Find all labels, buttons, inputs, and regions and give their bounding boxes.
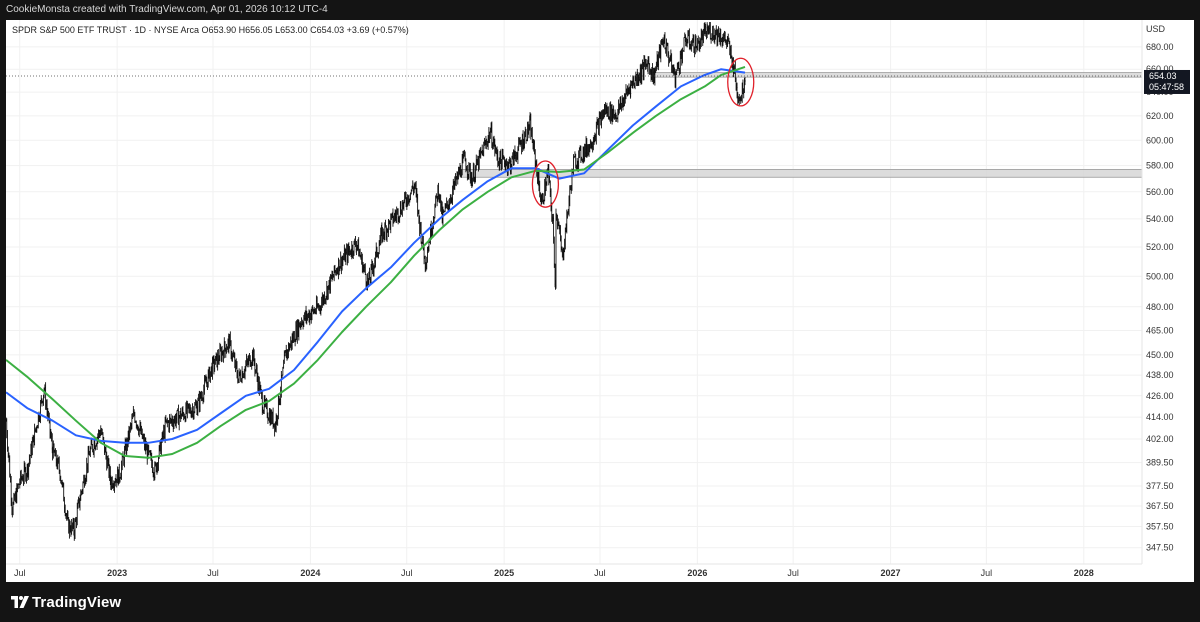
price-tick-label: 600.00: [1146, 135, 1174, 145]
price-tick-label: 402.00: [1146, 434, 1174, 444]
highlight-circle: [531, 160, 560, 208]
price-tick-label: 426.00: [1146, 391, 1174, 401]
price-tick-label: 450.00: [1146, 350, 1174, 360]
price-tick-label: 480.00: [1146, 302, 1174, 312]
footer-bar: TradingView: [0, 582, 1200, 622]
time-tick-label: 2023: [107, 568, 127, 578]
time-tick-label: Jul: [981, 568, 993, 578]
grid-layer: [6, 20, 1142, 564]
countdown-label: 05:47:58: [1149, 82, 1184, 92]
price-tick-label: 560.00: [1146, 187, 1174, 197]
price-tick-label: 465.00: [1146, 325, 1174, 335]
chart-area[interactable]: USD 347.50 357.50 367.50 377.50 389.50 402.00 4…: [6, 20, 1194, 582]
price-tick-label: 660.00: [1146, 64, 1174, 74]
time-tick-label: 2026: [687, 568, 707, 578]
price-tick-label: 620.00: [1146, 111, 1174, 121]
price-tick-label: 580.00: [1146, 161, 1174, 171]
price-chart[interactable]: USD 347.50 357.50 367.50 377.50 389.50 402.00 4…: [6, 20, 1194, 582]
price-tick-label: 414.00: [1146, 412, 1174, 422]
attribution-bar: CookieMonsta created with TradingView.co…: [0, 0, 1200, 20]
moving-average-layer: [6, 65, 746, 459]
time-tick-label: Jul: [14, 568, 26, 578]
time-tick-label: Jul: [787, 568, 799, 578]
moving-average-blue: [6, 68, 746, 444]
last-price-badge: [1144, 69, 1190, 94]
price-tick-label: 367.50: [1146, 501, 1174, 511]
support-zone: [459, 169, 1143, 178]
price-tick-label: 389.50: [1146, 458, 1174, 468]
price-axis: USD 347.50 357.50 367.50 377.50 389.50 402.00 4…: [1141, 20, 1190, 564]
time-tick-label: 2025: [494, 568, 514, 578]
price-tick-label: 500.00: [1146, 271, 1174, 281]
tradingview-logo-icon: [11, 596, 29, 608]
time-tick-label: Jul: [401, 568, 413, 578]
price-layer: [6, 22, 746, 541]
price-tick-label: 357.50: [1146, 522, 1174, 532]
price-tick-label: 520.00: [1146, 242, 1174, 252]
last-price-label: 654.03: [1149, 71, 1177, 81]
highlight-circle: [727, 57, 755, 107]
highlight-layer: [531, 57, 755, 208]
price-tick-label: 347.50: [1146, 543, 1174, 553]
attribution-text: CookieMonsta created with TradingView.co…: [6, 4, 328, 15]
time-tick-label: Jul: [594, 568, 606, 578]
time-axis: Jul 2023 Jul 2024 Jul 2025 Jul 2026 Jul 2027 Jul 20…: [6, 563, 1142, 578]
time-tick-label: 2024: [300, 568, 320, 578]
price-tick-label: 540.00: [1146, 214, 1174, 224]
price-tick-label: 680.00: [1146, 42, 1174, 52]
time-tick-label: 2028: [1074, 568, 1094, 578]
time-tick-label: Jul: [207, 568, 219, 578]
price-tick-label: 438.00: [1146, 370, 1174, 380]
currency-label: USD: [1146, 24, 1166, 34]
price-tick-label: 377.50: [1146, 481, 1174, 491]
zones-layer: [459, 72, 1143, 178]
time-tick-label: 2027: [881, 568, 901, 578]
tradingview-brand: TradingView: [32, 594, 122, 611]
symbol-legend[interactable]: SPDR S&P 500 ETF TRUST · 1D · NYSE Arca …: [12, 25, 409, 35]
moving-average-green: [6, 65, 746, 459]
